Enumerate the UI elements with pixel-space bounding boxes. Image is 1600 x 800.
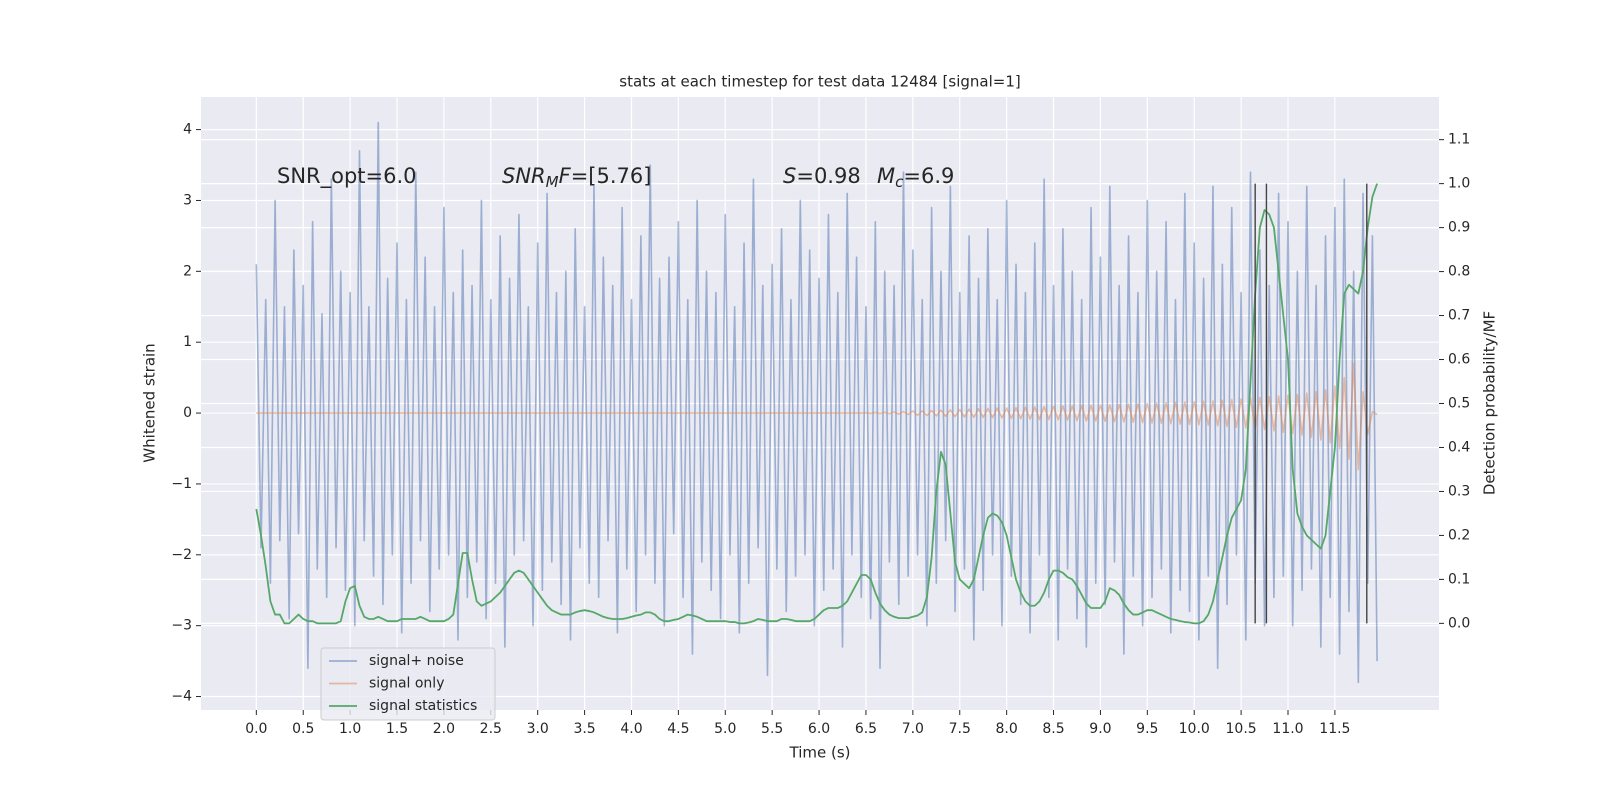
- x-tick-label: 10.0: [1179, 721, 1210, 737]
- annotation-part: F: [559, 164, 572, 188]
- annotation-part: =6.9: [903, 164, 954, 188]
- series-line: [255, 121, 1378, 684]
- y-axis-label: Whitened strain: [141, 343, 159, 462]
- annotation-part: M: [546, 173, 559, 191]
- y-tick-label: 4: [183, 122, 192, 138]
- series-line: [256, 362, 1378, 471]
- x-tick-label: 1.0: [339, 721, 361, 737]
- x-tick-label: 7.0: [902, 721, 924, 737]
- x-tick-label: 0.0: [245, 721, 267, 737]
- x-tick-label: 3.5: [573, 721, 595, 737]
- legend-label: signal+ noise: [369, 653, 464, 669]
- annotation-part: SNR: [502, 164, 546, 188]
- legend-label: signal statistics: [369, 698, 477, 714]
- y2-tick-label: 1.1: [1448, 132, 1470, 148]
- y-tick-label: 3: [183, 192, 192, 208]
- x-tick-label: 6.5: [855, 721, 877, 737]
- series-line: [255, 183, 1378, 625]
- annotation-part: c: [895, 173, 904, 191]
- y2-tick-label: 0.1: [1448, 571, 1470, 587]
- legend: signal+ noise signal only signal statistic…: [320, 647, 496, 721]
- annotation-part: =0.98: [796, 164, 860, 188]
- y-tick-label: −4: [171, 689, 192, 705]
- annotation: SNRMF=[5.76]: [502, 164, 651, 191]
- y2-tick-label: 0.7: [1448, 308, 1470, 324]
- y2-tick-label: 0.9: [1448, 220, 1470, 236]
- y-tick-label: −3: [171, 618, 192, 634]
- x-tick-label: 10.5: [1226, 721, 1257, 737]
- x-tick-label: 8.0: [996, 721, 1018, 737]
- y-tick-label: −1: [171, 476, 192, 492]
- y2-tick-label: 0.3: [1448, 483, 1470, 499]
- legend-box: [320, 647, 496, 721]
- y2-tick-label: 0.0: [1448, 615, 1470, 631]
- x-tick-label: 0.5: [292, 721, 314, 737]
- x-tick-label: 2.5: [480, 721, 502, 737]
- y2-tick-label: 0.4: [1448, 439, 1470, 455]
- x-tick-label: 5.0: [714, 721, 736, 737]
- x-tick-label: 1.5: [386, 721, 408, 737]
- y2-tick-label: 0.2: [1448, 527, 1470, 543]
- chart-title: stats at each timestep for test data 124…: [619, 73, 1020, 91]
- y2-tick-label: 1.0: [1448, 176, 1470, 192]
- annotation-part: S: [783, 164, 796, 188]
- y2-tick-label: 0.8: [1448, 264, 1470, 280]
- x-tick-label: 9.5: [1136, 721, 1158, 737]
- legend-label: signal only: [369, 676, 444, 692]
- x-tick-label: 4.0: [620, 721, 642, 737]
- x-tick-label: 2.0: [433, 721, 455, 737]
- x-tick-label: 3.0: [527, 721, 549, 737]
- annotation: S=0.98: [783, 164, 861, 188]
- x-tick-label: 11.5: [1319, 721, 1350, 737]
- x-tick-label: 4.5: [667, 721, 689, 737]
- y-tick-label: 1: [183, 334, 192, 350]
- y-tick-label: −2: [171, 547, 192, 563]
- x-tick-label: 5.5: [761, 721, 783, 737]
- y2-tick-label: 0.6: [1448, 352, 1470, 368]
- x-tick-label: 11.0: [1272, 721, 1303, 737]
- x-axis-label: Time (s): [789, 744, 851, 762]
- annotation-part: SNR_opt=6.0: [277, 164, 417, 189]
- x-tick-label: 8.5: [1042, 721, 1064, 737]
- x-tick-label: 6.0: [808, 721, 830, 737]
- y-tick-label: 2: [183, 263, 192, 279]
- y-tick-label: 0: [183, 405, 192, 421]
- annotation-part: M: [877, 164, 895, 188]
- x-tick-label: 9.0: [1089, 721, 1111, 737]
- annotation: Mc=6.9: [877, 164, 954, 191]
- x-tick-label: 7.5: [949, 721, 971, 737]
- y2-axis-label: Detection probability/MF: [1481, 311, 1499, 495]
- annotation-part: =[5.76]: [571, 164, 652, 188]
- y2-tick-label: 0.5: [1448, 396, 1470, 412]
- annotation: SNR_opt=6.0: [277, 164, 417, 189]
